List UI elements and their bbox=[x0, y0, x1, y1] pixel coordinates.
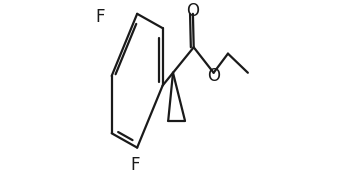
Text: O: O bbox=[186, 2, 199, 20]
Text: F: F bbox=[96, 8, 105, 26]
Text: O: O bbox=[207, 67, 220, 85]
Text: F: F bbox=[130, 156, 139, 174]
